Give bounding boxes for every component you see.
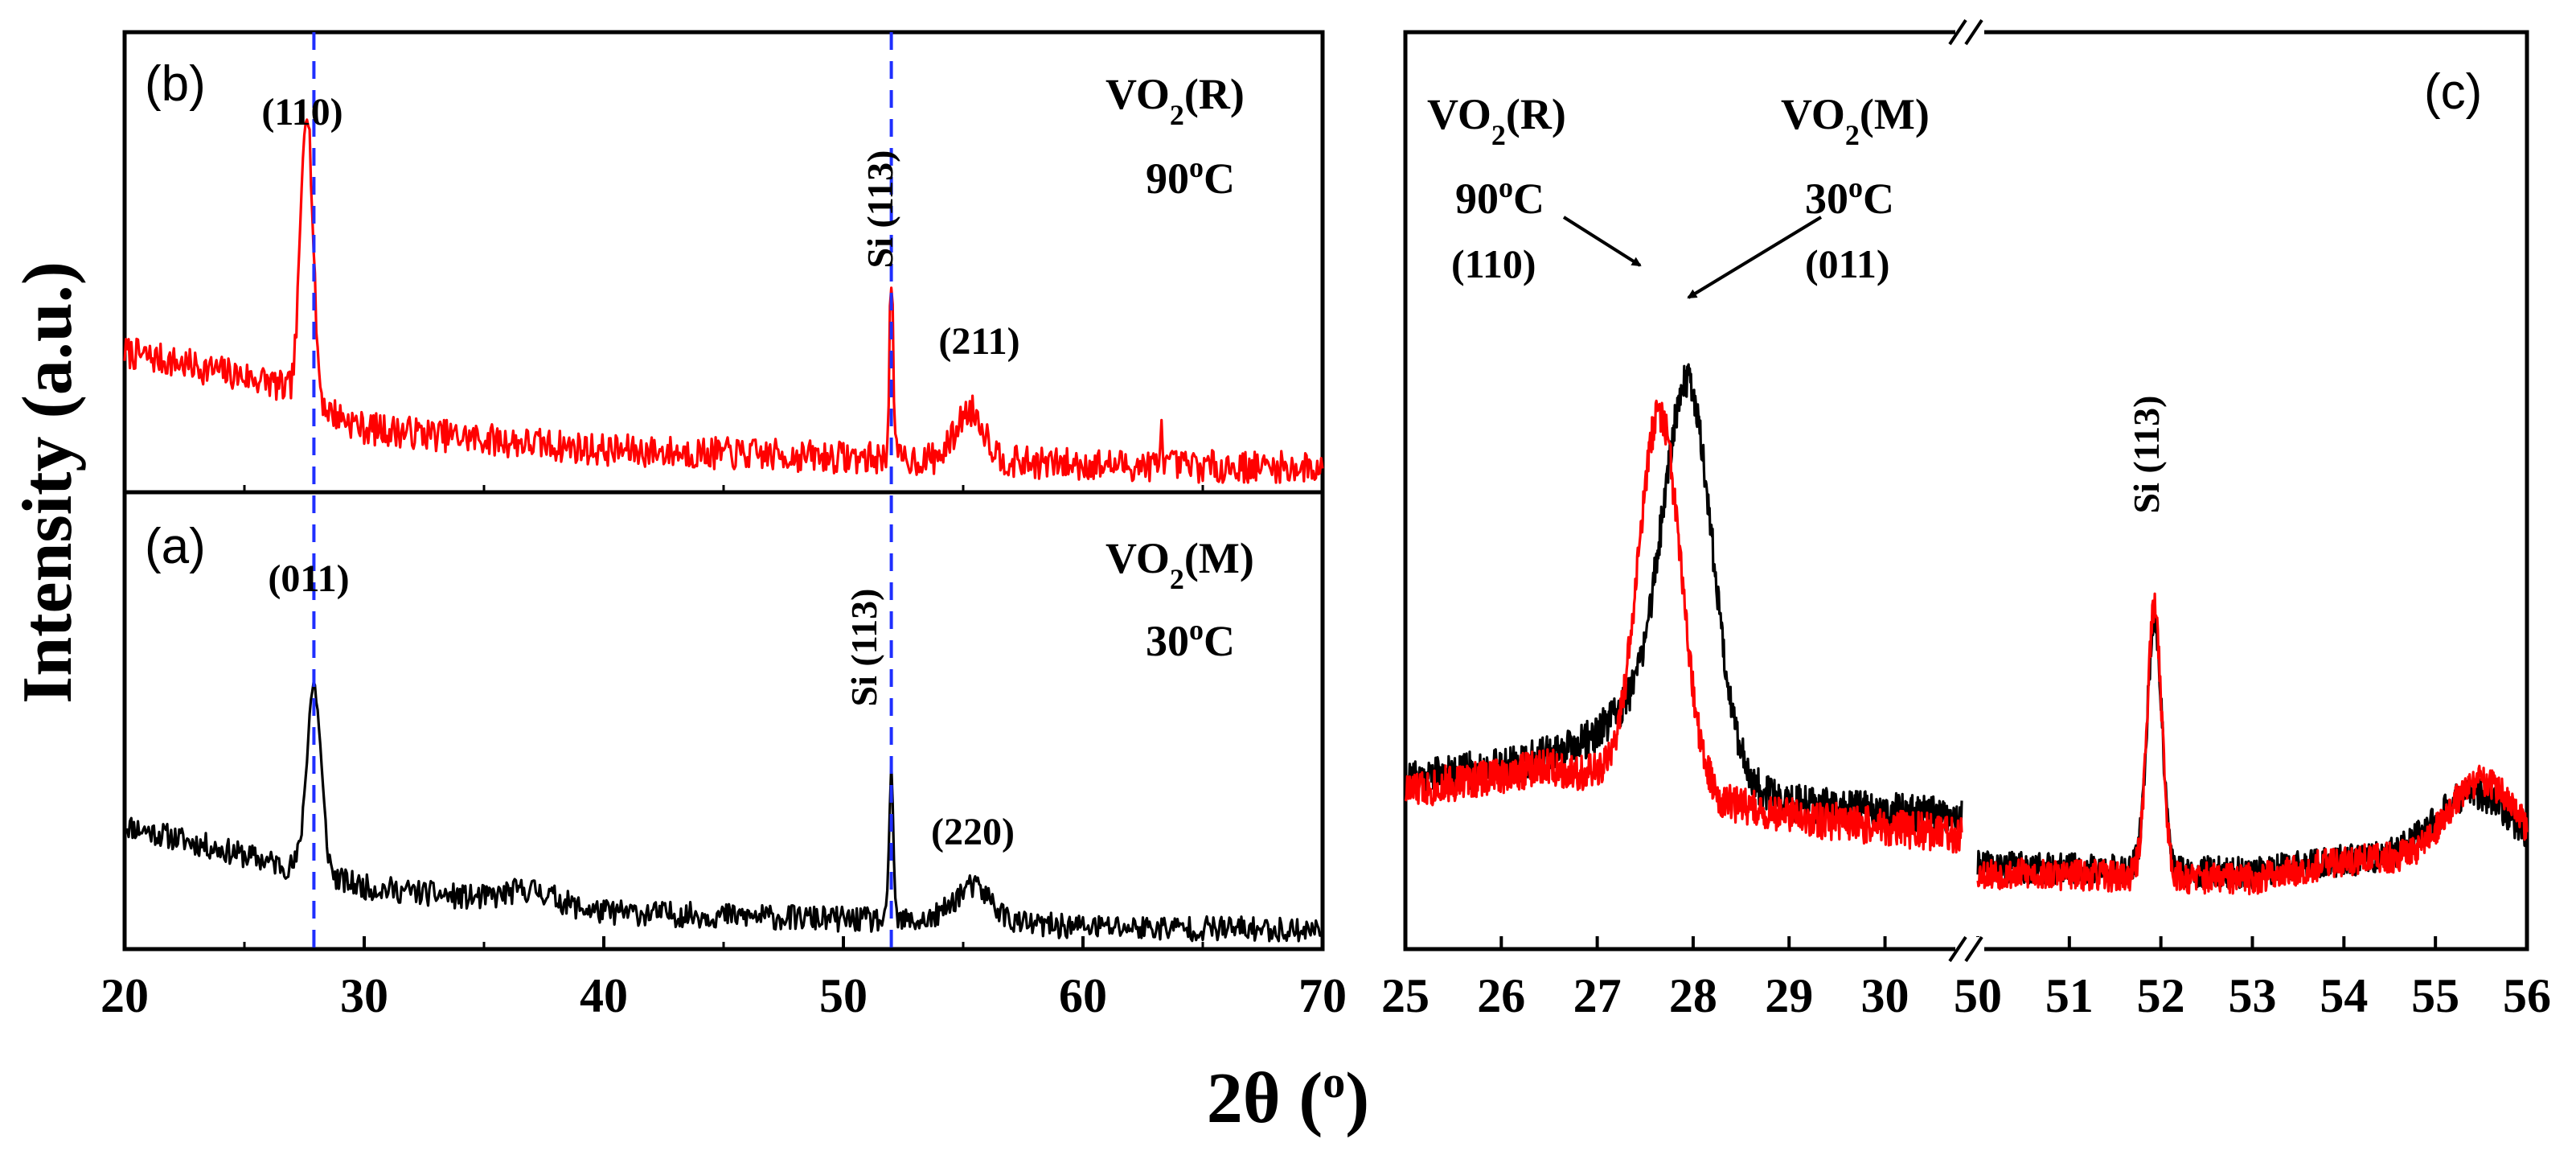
arrow-m bbox=[1687, 216, 1823, 299]
panel-c-phase-m: VO2(M) bbox=[1781, 90, 1930, 151]
series-line-c-right-0 bbox=[1976, 613, 2529, 890]
x-tick-label-a-4: 60 bbox=[1059, 969, 1107, 1022]
x-tick-label-c-right-6: 56 bbox=[2503, 969, 2551, 1022]
x-tick-label-a-2: 40 bbox=[580, 969, 628, 1022]
peak-label-011: (011) bbox=[268, 557, 349, 600]
panel-c-phase-r: VO2(R) bbox=[1427, 90, 1566, 151]
peak-label-211: (211) bbox=[938, 320, 1019, 363]
x-tick-label-c-left-0: 25 bbox=[1381, 969, 1430, 1022]
panel-c-label: (c) bbox=[2424, 64, 2482, 120]
panel-b-phase: VO2(R) bbox=[1105, 70, 1245, 131]
panel-c-temp-r: 90oC bbox=[1455, 171, 1544, 223]
x-tick-label-c-right-2: 52 bbox=[2137, 969, 2185, 1022]
plot-layer: 20 30 40 50 60 70 25 26 27 28 29 30 50 51 52 53 54 55 56 bbox=[100, 32, 2551, 1022]
panel-c-temp-m: 30oC bbox=[1805, 171, 1894, 223]
panel-b-label: (b) bbox=[145, 56, 206, 112]
si-label-a: Si (113) bbox=[843, 589, 884, 707]
si-label-c: Si (113) bbox=[2126, 396, 2167, 514]
panel-b-temp: 90oC bbox=[1146, 151, 1235, 203]
x-tick-label-c-left-5: 30 bbox=[1861, 969, 1909, 1022]
x-tick-label-a-3: 50 bbox=[819, 969, 868, 1022]
x-tick-label-c-right-1: 51 bbox=[2045, 969, 2094, 1022]
series-line-a-0 bbox=[124, 680, 1324, 943]
si-label-b: Si (113) bbox=[859, 150, 900, 269]
panel-a-label: (a) bbox=[145, 519, 206, 574]
x-tick-label-c-right-3: 53 bbox=[2229, 969, 2277, 1022]
x-axis-label: 2θ (o) bbox=[1207, 1058, 1369, 1138]
x-tick-label-c-right-5: 55 bbox=[2411, 969, 2459, 1022]
series-line-c-left-1 bbox=[1404, 399, 1963, 854]
x-tick-label-a-1: 30 bbox=[340, 969, 388, 1022]
panel-a-phase: VO2(M) bbox=[1105, 534, 1254, 595]
x-tick-label-c-left-4: 29 bbox=[1765, 969, 1813, 1022]
panel-c-hkl-m: (011) bbox=[1805, 241, 1890, 286]
panel-a-temp: 30oC bbox=[1146, 614, 1235, 665]
axis-break-top bbox=[1948, 18, 1984, 46]
peak-label-220: (220) bbox=[931, 811, 1015, 853]
x-tick-label-c-left-2: 27 bbox=[1573, 969, 1622, 1022]
peak-label-110: (110) bbox=[261, 91, 343, 134]
panel-c-frame bbox=[1403, 30, 2529, 952]
x-tick-label-c-left-1: 26 bbox=[1477, 969, 1525, 1022]
x-tick-label-a-0: 20 bbox=[100, 969, 149, 1022]
x-tick-label-c-right-4: 54 bbox=[2320, 969, 2368, 1022]
series-line-c-right-1 bbox=[1976, 592, 2529, 896]
x-tick-label-c-left-3: 28 bbox=[1669, 969, 1717, 1022]
y-axis-label: Intensity (a.u.) bbox=[9, 261, 87, 704]
panel-c-hkl-r: (110) bbox=[1451, 241, 1536, 286]
axis-break-bottom bbox=[1948, 935, 1984, 963]
x-tick-label-c-right-0: 50 bbox=[1954, 969, 2002, 1022]
series-line-b-0 bbox=[123, 118, 1324, 484]
x-tick-label-a-5: 70 bbox=[1298, 969, 1347, 1022]
arrow-r bbox=[1562, 216, 1642, 267]
